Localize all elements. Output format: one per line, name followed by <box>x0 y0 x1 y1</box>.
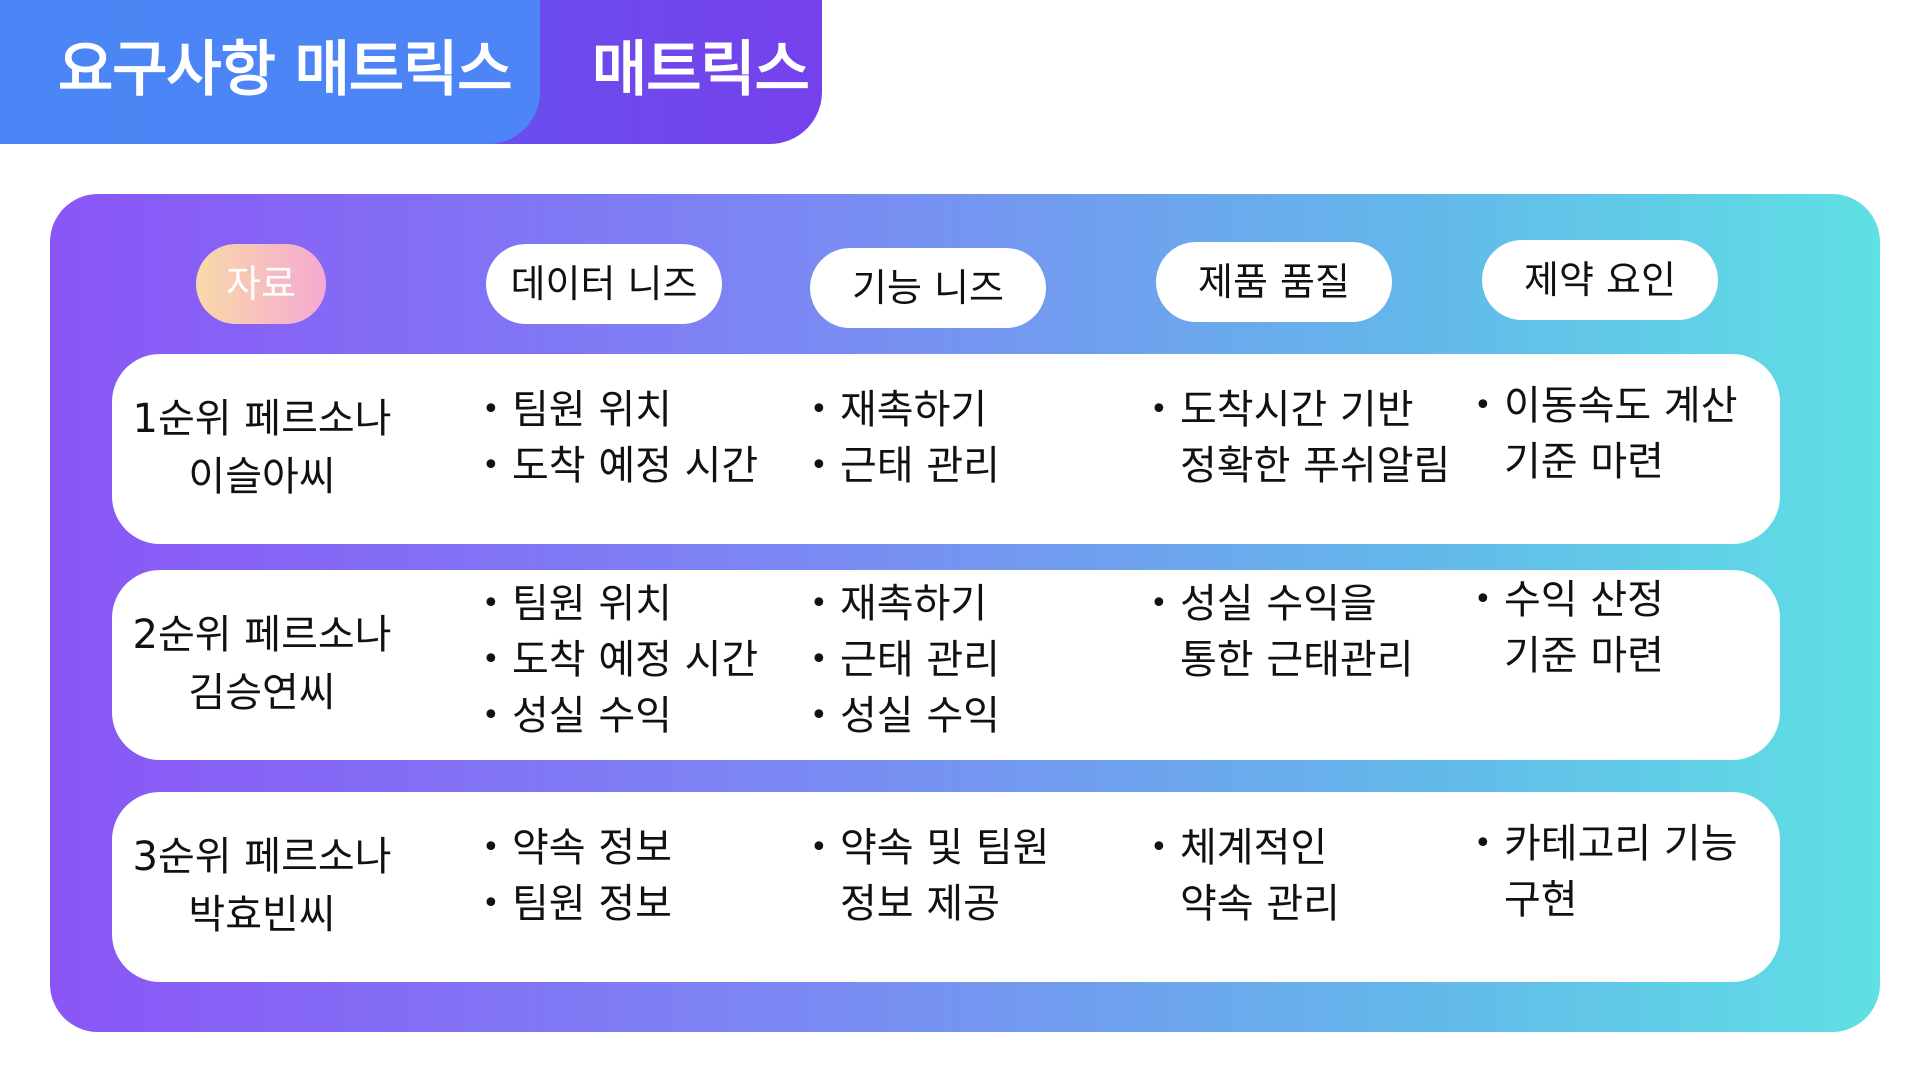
list-item: 도착시간 기반 정확한 푸쉬알림 <box>1150 382 1450 494</box>
list-item-line: 정보 제공 <box>840 881 1000 927</box>
list-item: 체계적인 약속 관리 <box>1150 820 1340 932</box>
list-item-line: 약속 관리 <box>1180 881 1340 927</box>
list-item-line: 구현 <box>1504 877 1578 923</box>
list-item: 성실 수익을 통한 근태관리 <box>1150 576 1414 688</box>
matrix-panel: 자료 데이터 니즈 기능 니즈 제품 품질 제약 요인 1순위 페르소나 이슬아… <box>50 194 1880 1032</box>
constraints-cell: 카테고리 기능 구현 <box>1474 816 1738 928</box>
list-item-line: 기준 마련 <box>1504 633 1664 679</box>
persona-rank: 3순위 페르소나 <box>132 834 392 880</box>
persona-rank: 1순위 페르소나 <box>132 396 392 442</box>
list-item: 도착 예정 시간 <box>482 438 758 494</box>
persona-row-1: 1순위 페르소나 이슬아씨 팀원 위치 도착 예정 시간 재촉하기 근태 관리 … <box>112 354 1780 544</box>
quality-cell: 도착시간 기반 정확한 푸쉬알림 <box>1150 382 1450 494</box>
list-item-line: 약속 및 팀원 <box>840 825 1050 871</box>
header-source: 자료 <box>196 244 326 324</box>
list-item: 팀원 위치 <box>482 382 758 438</box>
persona-cell: 1순위 페르소나 이슬아씨 <box>112 390 412 506</box>
quality-cell: 성실 수익을 통한 근태관리 <box>1150 576 1414 688</box>
list-item: 도착 예정 시간 <box>482 632 758 688</box>
data-needs-cell: 약속 정보 팀원 정보 <box>482 820 672 932</box>
list-item-line: 카테고리 기능 <box>1504 821 1738 867</box>
list-item-line: 통한 근태관리 <box>1180 637 1414 683</box>
header-constraints: 제약 요인 <box>1482 240 1718 320</box>
list-item: 약속 정보 <box>482 820 672 876</box>
list-item-line: 수익 산정 <box>1504 577 1664 623</box>
list-item: 재촉하기 <box>810 382 1000 438</box>
constraints-cell: 수익 산정 기준 마련 <box>1474 572 1664 684</box>
list-item-line: 체계적인 <box>1180 825 1328 871</box>
list-item-line: 기준 마련 <box>1504 439 1664 485</box>
list-item: 팀원 정보 <box>482 876 672 932</box>
persona-name: 박효빈씨 <box>188 892 336 938</box>
list-item: 팀원 위치 <box>482 576 758 632</box>
title-tab-main: 요구사항 매트릭스 <box>0 0 540 144</box>
persona-name: 김승연씨 <box>188 670 336 716</box>
data-needs-cell: 팀원 위치 도착 예정 시간 성실 수익 <box>482 576 758 744</box>
header-data-needs: 데이터 니즈 <box>486 244 722 324</box>
list-item: 수익 산정 기준 마련 <box>1474 572 1664 684</box>
function-needs-cell: 약속 및 팀원 정보 제공 <box>810 820 1049 932</box>
list-item-line: 정확한 푸쉬알림 <box>1180 443 1451 489</box>
list-item: 약속 및 팀원 정보 제공 <box>810 820 1049 932</box>
persona-row-3: 3순위 페르소나 박효빈씨 약속 정보 팀원 정보 약속 및 팀원 정보 제공 … <box>112 792 1780 982</box>
title-secondary: 매트릭스 <box>592 35 810 105</box>
persona-cell: 2순위 페르소나 김승연씨 <box>112 606 412 722</box>
constraints-cell: 이동속도 계산 기준 마련 <box>1474 378 1738 490</box>
list-item-line: 성실 수익을 <box>1180 581 1377 627</box>
title-main: 요구사항 매트릭스 <box>58 35 512 105</box>
persona-name: 이슬아씨 <box>188 454 336 500</box>
list-item: 카테고리 기능 구현 <box>1474 816 1738 928</box>
list-item: 근태 관리 <box>810 438 1000 494</box>
persona-rank: 2순위 페르소나 <box>132 612 392 658</box>
function-needs-cell: 재촉하기 근태 관리 성실 수익 <box>810 576 1000 744</box>
list-item: 성실 수익 <box>482 688 758 744</box>
persona-cell: 3순위 페르소나 박효빈씨 <box>112 828 412 944</box>
persona-row-2: 2순위 페르소나 김승연씨 팀원 위치 도착 예정 시간 성실 수익 재촉하기 … <box>112 570 1780 760</box>
data-needs-cell: 팀원 위치 도착 예정 시간 <box>482 382 758 494</box>
list-item-line: 이동속도 계산 <box>1504 383 1738 429</box>
list-item: 근태 관리 <box>810 632 1000 688</box>
header-quality: 제품 품질 <box>1156 242 1392 322</box>
list-item: 성실 수익 <box>810 688 1000 744</box>
list-item: 이동속도 계산 기준 마련 <box>1474 378 1738 490</box>
header-function-needs: 기능 니즈 <box>810 248 1046 328</box>
list-item-line: 도착시간 기반 <box>1180 387 1414 433</box>
function-needs-cell: 재촉하기 근태 관리 <box>810 382 1000 494</box>
quality-cell: 체계적인 약속 관리 <box>1150 820 1340 932</box>
list-item: 재촉하기 <box>810 576 1000 632</box>
